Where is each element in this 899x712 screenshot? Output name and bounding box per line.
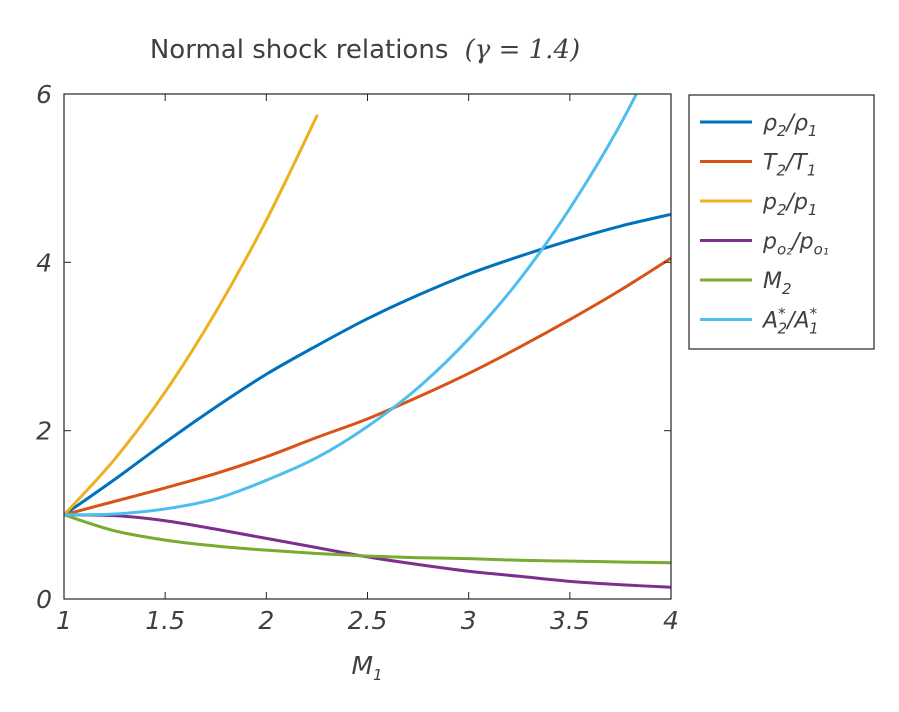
legend-sep-part: /: [785, 190, 797, 215]
legend-main-part: M: [763, 269, 782, 294]
x-tick-label: 3: [461, 606, 477, 635]
legend-sep-part: /: [785, 111, 797, 136]
x-tick-label: 3.5: [550, 606, 590, 635]
legend-main2-part: p: [793, 190, 808, 215]
x-tick-label: 1: [56, 606, 72, 635]
legend-label-area-ratio: A* 2/A* 1: [761, 305, 819, 338]
x-axis-label-main: M: [351, 651, 373, 680]
legend-main2-part: A: [793, 309, 810, 334]
y-tick-label: 2: [36, 417, 52, 446]
legend-sub-part: 2: [777, 122, 787, 140]
legend-main-part: p: [762, 190, 777, 215]
chart-title: Normal shock relations (γ = 1.4): [150, 35, 580, 65]
legend-sub-part: 2: [777, 201, 787, 219]
legend-sub-part: 2: [776, 162, 786, 180]
x-tick-label: 2.5: [348, 606, 388, 635]
legend-main2-part: p: [799, 230, 814, 255]
legend-sub2-part: 1: [807, 162, 817, 180]
legend-sup-part: *: [810, 305, 818, 323]
series-layer: [64, 94, 671, 589]
legend-sup-part: *: [778, 305, 786, 323]
series-line-stagnation-pressure-ratio: [64, 513, 671, 589]
legend-sep-part: /: [785, 309, 797, 334]
legend-label-downstream-mach: M2: [763, 269, 792, 298]
legend-main2-part: ρ: [794, 111, 808, 136]
x-tick-label: 1.5: [145, 606, 185, 635]
y-tick-label: 4: [36, 248, 52, 277]
tick-layer: 1 1.5 2 2.5 3 3.5 4 0 2 4 6: [36, 80, 679, 635]
x-axis-label: M1: [351, 651, 382, 684]
legend-main-part: T: [763, 151, 778, 176]
legend-label-rho-ratio: ρ2/ρ1: [763, 111, 817, 140]
legend-label-pressure-ratio: p2/p1: [762, 190, 817, 219]
chart-title-text: Normal shock relations: [150, 35, 449, 65]
legend-sub2-part: 1: [808, 122, 818, 140]
series-line-area-ratio: [64, 94, 639, 517]
legend-box: [688, 94, 875, 350]
legend-sep-part: /: [784, 151, 796, 176]
chart-title-math: (γ = 1.4): [465, 35, 581, 65]
legend-main-part: A: [761, 309, 778, 334]
x-tick-label: 2: [258, 606, 274, 635]
legend-label-temperature-ratio: T2/T1: [763, 151, 816, 180]
series-line-temperature-ratio: [64, 256, 671, 517]
series-line-downstream-mach: [64, 513, 671, 565]
legend-label-stagnation-pressure-ratio: po₂/po₁: [762, 230, 829, 259]
series-line-rho-ratio: [64, 212, 671, 517]
legend-sub-part: o₂: [777, 241, 792, 259]
y-tick-label: 0: [36, 585, 52, 614]
legend-main-part: ρ: [763, 111, 777, 136]
y-tick-label: 6: [36, 80, 52, 109]
legend-main-part: p: [762, 230, 777, 255]
legend-sub-part: 1: [809, 320, 819, 338]
legend-sub2-part: 1: [808, 201, 818, 219]
plot-frame: [63, 93, 672, 600]
x-axis-label-sub: 1: [373, 666, 383, 684]
x-tick-label: 4: [663, 606, 679, 635]
legend-sub2-part: o₁: [814, 241, 829, 259]
legend-sub-part: 2: [778, 320, 788, 338]
series-line-pressure-ratio: [64, 114, 319, 517]
legend-sub-part: 2: [782, 280, 792, 298]
legend-sep-part: /: [790, 230, 802, 255]
legend-main2-part: T: [793, 151, 808, 176]
